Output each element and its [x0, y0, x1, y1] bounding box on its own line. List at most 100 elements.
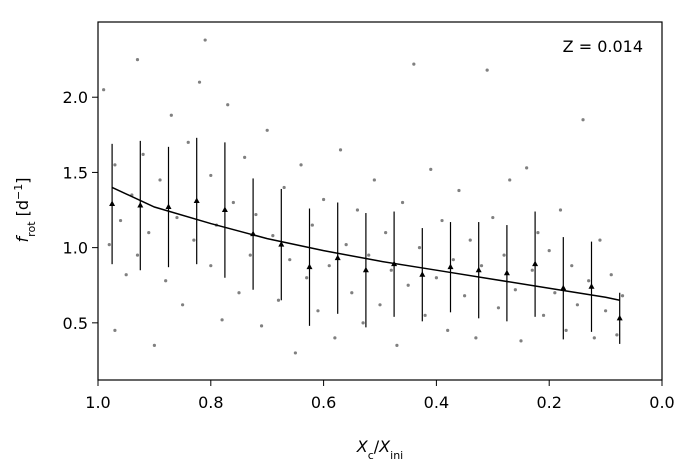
scatter-point — [372, 178, 376, 182]
scatter-point — [355, 208, 360, 212]
scatter-point — [350, 291, 354, 295]
scatter-point — [570, 264, 574, 268]
scatter-point — [118, 218, 123, 223]
scatter-point — [423, 313, 427, 317]
scatter-point — [305, 276, 309, 280]
label-part: X — [378, 437, 391, 456]
y-tick-label: 1.0 — [63, 239, 88, 258]
scatter-point — [479, 264, 484, 268]
scatter-point — [327, 264, 331, 268]
scatter-point — [367, 253, 371, 257]
y-tick-label: 2.0 — [63, 88, 88, 107]
scatter-point — [299, 163, 303, 167]
scatter-point — [541, 313, 546, 317]
scatter-point — [259, 324, 264, 328]
scatter-point — [192, 238, 196, 242]
error-marker — [503, 269, 510, 276]
error-marker — [475, 266, 482, 273]
label-part: / — [374, 437, 380, 456]
scatter-point — [429, 167, 433, 172]
scatter-point — [451, 258, 455, 262]
error-marker — [109, 200, 116, 207]
scatter-point — [508, 178, 512, 182]
x-tick-label: 0.0 — [649, 393, 674, 412]
error-marker — [137, 202, 144, 208]
scatter-point — [457, 188, 461, 193]
error-marker — [532, 260, 539, 267]
fit-line — [111, 186, 620, 302]
scatter-point — [181, 303, 185, 307]
y-axis-label: frot [d−1] — [12, 178, 38, 243]
scatter-point — [592, 336, 596, 340]
scatter-point — [282, 185, 286, 190]
scatter-point — [333, 336, 337, 340]
scatter-point — [141, 152, 145, 156]
label-part: X — [356, 437, 369, 456]
annotation: Z = 0.014 — [563, 37, 643, 56]
scatter-point — [113, 163, 117, 167]
scatter-point — [237, 291, 241, 295]
scatter-point — [412, 62, 416, 66]
error-marker — [560, 284, 567, 291]
label-part: f — [13, 234, 32, 242]
scatter-point — [254, 212, 258, 217]
y-tick-label: 0.5 — [63, 314, 88, 333]
scatter-point — [113, 328, 117, 332]
scatter-point — [107, 243, 111, 247]
scatter-point — [575, 303, 580, 307]
scatter-point — [553, 291, 557, 295]
scatter-point — [598, 238, 602, 242]
label-part: rot — [25, 221, 38, 237]
scatter-point — [158, 178, 162, 182]
error-marker — [447, 263, 454, 270]
scatter-point — [384, 230, 388, 235]
error-marker — [278, 241, 285, 247]
scatter-point — [502, 253, 506, 257]
scatter-point — [395, 343, 399, 348]
error-marker — [165, 203, 172, 210]
scatter-point — [400, 200, 405, 205]
scatter-point — [620, 294, 625, 298]
scatter-point — [147, 230, 151, 235]
scatter-point — [587, 279, 591, 283]
error-marker — [616, 314, 623, 321]
scatter-point — [361, 321, 365, 325]
scatter-point — [519, 339, 523, 343]
scatter-point — [491, 215, 495, 220]
plot-frame — [97, 21, 663, 381]
error-marker — [419, 271, 426, 277]
scatter-point — [248, 253, 252, 257]
scatter-point — [124, 273, 128, 277]
scatter-point — [604, 309, 608, 313]
scatter-point — [197, 80, 202, 84]
scatter-point — [226, 103, 230, 107]
scatter-point — [440, 218, 444, 223]
scatter-point — [209, 264, 213, 268]
scatter-point — [496, 306, 501, 310]
scatter-point — [310, 223, 314, 227]
error-marker — [334, 254, 341, 261]
label-part: ] — [13, 178, 32, 184]
scatter-point — [581, 118, 585, 122]
scatter-point — [474, 336, 478, 340]
scatter-point — [558, 208, 563, 212]
scatter-point — [164, 279, 168, 283]
x-tick-label: 1.0 — [85, 393, 110, 412]
scatter-point — [135, 253, 140, 257]
scatter-point — [389, 268, 393, 272]
scatter-point — [609, 273, 613, 277]
scatter-point — [175, 215, 179, 220]
scatter-point — [209, 173, 213, 178]
error-marker — [221, 206, 228, 213]
scatter-point — [288, 258, 292, 262]
x-tick-label: 0.4 — [424, 393, 449, 412]
scatter-point — [547, 249, 551, 253]
scatter-point — [468, 238, 472, 242]
error-marker — [362, 266, 369, 273]
scatter-point — [525, 166, 529, 170]
error-marker — [193, 197, 200, 203]
scatter-point — [485, 68, 489, 72]
x-tick-label: 0.6 — [311, 393, 336, 412]
scatter-point — [530, 268, 534, 272]
label-part: ini — [390, 449, 403, 462]
